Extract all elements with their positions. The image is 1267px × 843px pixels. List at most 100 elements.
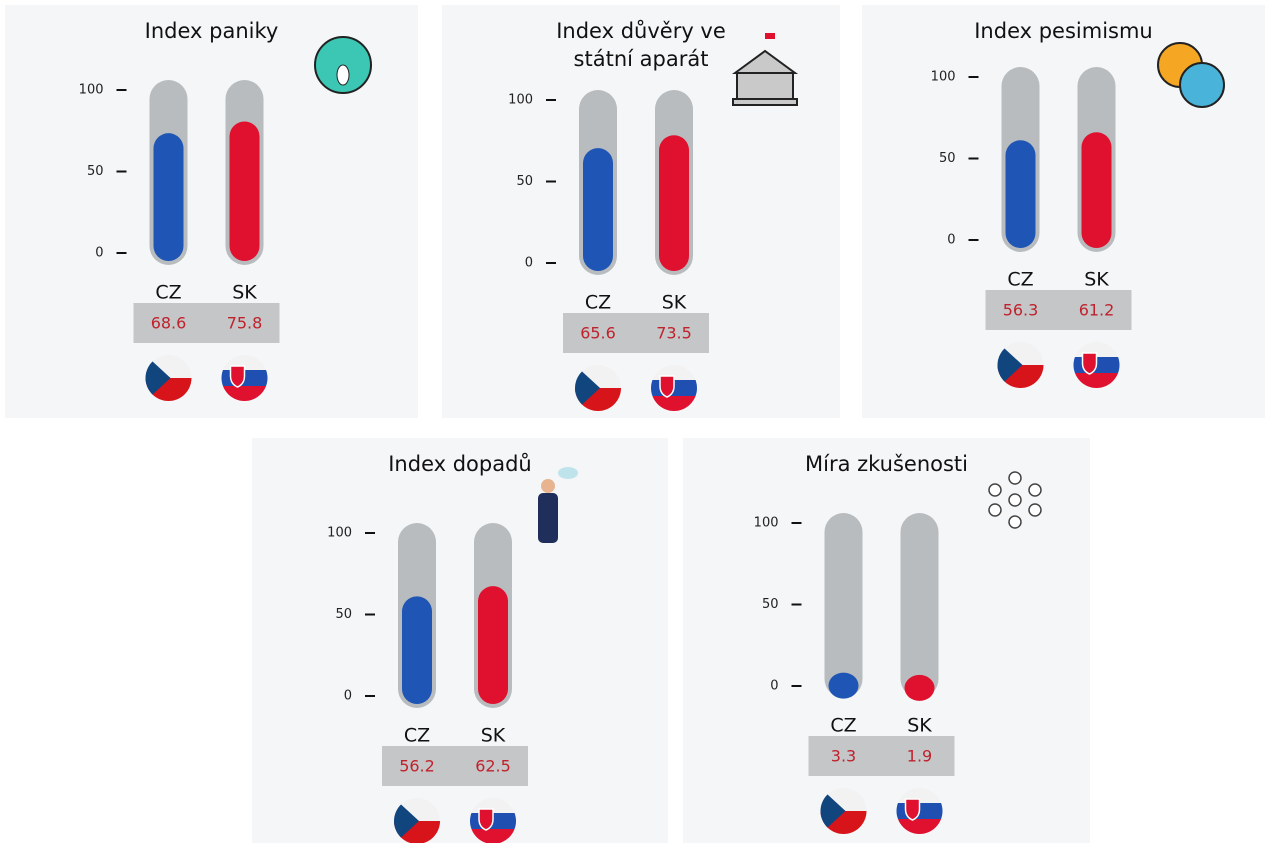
sk-flag — [897, 788, 943, 835]
value-label: 75.8 — [227, 314, 263, 333]
icon-shape — [558, 467, 578, 479]
emblem — [231, 366, 245, 387]
value-label: 68.6 — [151, 314, 187, 333]
y-tick-label: 100 — [931, 70, 956, 85]
flag-body — [897, 788, 943, 835]
y-tick-label: 0 — [344, 689, 352, 704]
icon-shape — [1180, 63, 1224, 107]
flag-body — [470, 798, 516, 843]
flag-body — [146, 355, 192, 401]
cz-flag — [821, 788, 867, 834]
category-label: SK — [481, 725, 506, 747]
icon-shape — [733, 51, 797, 105]
value-label: 61.2 — [1079, 301, 1115, 320]
y-tick-label: 0 — [525, 256, 533, 271]
stripe — [470, 829, 516, 843]
chart: 0 50 100 CZ 56.2 SK 62.5 — [252, 438, 668, 843]
stripe — [1074, 373, 1120, 389]
chart: 0 50 100 CZ 3.3 SK 1.9 — [683, 438, 1090, 843]
icon-shape — [541, 479, 555, 493]
icon-shape — [538, 493, 558, 543]
category-label: SK — [1084, 269, 1109, 291]
y-tick-label: 100 — [508, 93, 533, 108]
flag-body — [394, 798, 440, 843]
y-tick-label: 0 — [770, 679, 778, 694]
y-tick-label: 50 — [939, 151, 956, 166]
bar — [1006, 140, 1036, 248]
value-label: 65.6 — [580, 324, 616, 343]
icon-shape — [989, 504, 1001, 516]
value-label: 3.3 — [831, 747, 856, 766]
category-label: CZ — [404, 725, 430, 747]
stripe — [222, 386, 268, 402]
bar-track — [825, 513, 863, 698]
icon — [733, 33, 797, 105]
flag-body — [821, 788, 867, 834]
icon — [1158, 43, 1224, 107]
icon-shape — [1029, 484, 1041, 496]
emblem — [660, 376, 674, 397]
y-tick-label: 100 — [327, 526, 352, 541]
sk-flag — [651, 365, 697, 412]
value-label: 56.2 — [399, 757, 435, 776]
icon — [538, 467, 578, 543]
emblem — [479, 809, 493, 830]
icon-shape — [765, 33, 775, 39]
bar — [1082, 132, 1112, 248]
cz-flag — [394, 798, 440, 843]
stripe — [897, 819, 943, 835]
bar — [829, 673, 859, 699]
value-label: 56.3 — [1003, 301, 1039, 320]
cz-flag — [146, 355, 192, 401]
flag-body — [1074, 342, 1120, 389]
category-label: CZ — [830, 715, 856, 737]
icon — [315, 37, 371, 93]
category-label: SK — [662, 292, 687, 314]
cz-flag — [575, 365, 621, 411]
flag-body — [575, 365, 621, 411]
icon-shape — [989, 484, 1001, 496]
icon — [989, 472, 1041, 528]
y-tick-label: 0 — [95, 246, 103, 261]
bar — [905, 675, 935, 701]
category-label: CZ — [155, 282, 181, 304]
icon-shape — [337, 65, 349, 85]
bar — [659, 135, 689, 271]
bar — [402, 596, 432, 704]
cz-flag — [998, 342, 1044, 388]
bar — [230, 121, 260, 261]
icon-shape — [1009, 516, 1021, 528]
value-label: 73.5 — [656, 324, 692, 343]
y-tick-label: 0 — [947, 233, 955, 248]
category-label: CZ — [585, 292, 611, 314]
y-tick-label: 50 — [516, 174, 533, 189]
emblem — [1083, 353, 1097, 374]
flag-body — [651, 365, 697, 412]
value-label: 1.9 — [907, 747, 932, 766]
category-label: SK — [232, 282, 257, 304]
y-tick-label: 100 — [754, 516, 779, 531]
value-label: 62.5 — [475, 757, 511, 776]
y-tick-label: 100 — [79, 83, 104, 98]
category-label: CZ — [1007, 269, 1033, 291]
emblem — [906, 799, 920, 820]
icon-shape — [1029, 504, 1041, 516]
y-tick-label: 50 — [762, 597, 779, 612]
sk-flag — [470, 798, 516, 843]
flag-body — [998, 342, 1044, 388]
bar — [478, 586, 508, 704]
bar — [583, 148, 613, 271]
y-tick-label: 50 — [335, 607, 352, 622]
bar-track — [901, 513, 939, 698]
page: Index paniky050100CZ68.6SK75.8Index důvě… — [0, 0, 1267, 843]
chart: 0 50 100 CZ 68.6 SK 75.8 — [5, 5, 418, 418]
flag-body — [222, 355, 268, 402]
icon-shape — [1009, 494, 1021, 506]
y-tick-label: 50 — [87, 164, 104, 179]
chart: 0 50 100 CZ 65.6 SK 73.5 — [442, 5, 840, 418]
category-label: SK — [907, 715, 932, 737]
